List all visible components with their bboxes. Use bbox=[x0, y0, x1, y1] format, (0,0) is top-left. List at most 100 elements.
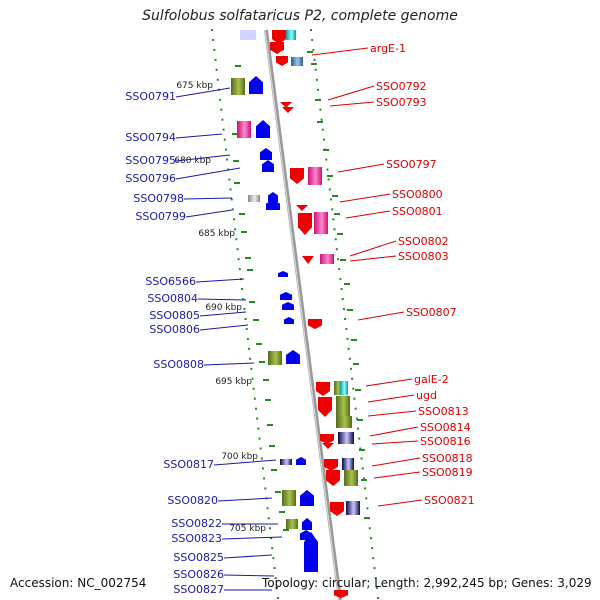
gene-label-sso0819: SSO0819 bbox=[422, 466, 473, 479]
gene-label-sso0796: SSO0796 bbox=[125, 172, 176, 185]
gene-feature-sso0798 bbox=[268, 192, 278, 202]
strip-outline-left-dots bbox=[216, 78, 219, 81]
strip-outline-left-dots bbox=[212, 38, 215, 41]
label-leader-line bbox=[199, 324, 249, 331]
gene-feature-sso0792-box bbox=[291, 57, 303, 66]
gene-label-sso0799: SSO0799 bbox=[135, 210, 186, 223]
strip-outline-right-dots bbox=[348, 357, 351, 360]
strip-outline-left-dots bbox=[252, 387, 255, 390]
strip-outline-left-dots bbox=[259, 447, 262, 450]
label-leader-line bbox=[197, 298, 247, 301]
gene-feature-sso0825 bbox=[304, 532, 318, 572]
strip-outline-right-dots bbox=[335, 248, 338, 251]
strip-outline-left-dots bbox=[231, 208, 234, 211]
strip-outline-left-dots bbox=[261, 467, 264, 470]
strip-outline-right-dots bbox=[331, 208, 334, 211]
strip-outline-left-dots bbox=[215, 68, 218, 71]
gene-label-sso0816: SSO0816 bbox=[420, 435, 471, 448]
strip-outline-left-dots bbox=[267, 517, 270, 520]
label-leader-line bbox=[327, 85, 375, 101]
gene-feature-ugd bbox=[318, 397, 332, 417]
gene-feature-sso0817 bbox=[296, 457, 306, 465]
gene-feature-sso0816 bbox=[320, 434, 334, 444]
gene-feature-sso0796 bbox=[262, 160, 274, 172]
label-leader-line bbox=[371, 440, 419, 445]
strip-outline-right-dots bbox=[339, 278, 342, 281]
gene-feature-sso0791 bbox=[249, 76, 263, 94]
strip-outline-right-dots bbox=[333, 228, 336, 231]
gene-label-sso0827: SSO0827 bbox=[173, 583, 224, 596]
topology-text: Topology: circular; Length: 2,992,245 bp… bbox=[262, 576, 592, 590]
strip-outline-left-dots bbox=[275, 587, 278, 590]
gene-label-sso0813: SSO0813 bbox=[418, 405, 469, 418]
strip-outline-left-dots bbox=[251, 377, 254, 380]
gene-label-sso0798: SSO0798 bbox=[133, 192, 184, 205]
gene-label-sso0806: SSO0806 bbox=[149, 323, 200, 336]
gene-feature-sso0794-box bbox=[237, 121, 251, 138]
gene-label-sso0802: SSO0802 bbox=[398, 235, 449, 248]
label-leader-line bbox=[337, 163, 385, 173]
strip-outline-left-dots bbox=[237, 258, 240, 261]
gene-feature-sso0819 bbox=[326, 470, 340, 486]
strip-outline-right-dots bbox=[357, 427, 360, 430]
strip-outline-left-dots bbox=[273, 567, 276, 570]
gene-label-sso0820: SSO0820 bbox=[167, 494, 218, 507]
strip-outline-right-dots bbox=[312, 48, 315, 51]
strip-outline-left-dots bbox=[271, 547, 274, 550]
label-leader-line bbox=[175, 133, 223, 139]
gene-label-sso0814: SSO0814 bbox=[420, 421, 471, 434]
gene-feature-sso0819-box bbox=[344, 470, 358, 486]
gene-label-sso0808: SSO0808 bbox=[153, 358, 204, 371]
label-leader-line bbox=[195, 278, 245, 283]
label-leader-line bbox=[213, 459, 277, 466]
gene-feature-sso0816b bbox=[322, 443, 334, 449]
strip-outline-right-dots bbox=[366, 507, 369, 510]
gene-feature-sso0826 bbox=[304, 560, 318, 572]
strip-outline-right-dots bbox=[325, 158, 328, 161]
gene-feature-sso0818 bbox=[324, 459, 338, 471]
strip-outline-left-dots bbox=[227, 168, 230, 171]
gene-label-sso0826: SSO0826 bbox=[173, 568, 224, 581]
gene-feature-sso0792 bbox=[276, 56, 288, 66]
strip-outline-left-dots bbox=[266, 507, 269, 510]
genome-title: Sulfolobus solfataricus P2, complete gen… bbox=[142, 8, 458, 24]
strip-outline-right-dots bbox=[359, 447, 362, 450]
strip-outline-right-dots bbox=[368, 527, 371, 530]
strip-outline-left-dots bbox=[219, 98, 222, 101]
label-leader-line bbox=[367, 394, 415, 403]
strip-outline-right-dots bbox=[365, 497, 368, 500]
gene-label-gale-2: galE-2 bbox=[414, 373, 449, 386]
scale-label: 705 kbp bbox=[229, 524, 266, 534]
strip-outline-right-dots bbox=[371, 547, 374, 550]
label-leader-line bbox=[329, 101, 375, 107]
strip-outline-left-dots bbox=[235, 238, 238, 241]
gene-label-sso0821: SSO0821 bbox=[424, 494, 475, 507]
strip-outline-right-dots bbox=[319, 108, 322, 111]
strip-outline-left-dots bbox=[264, 487, 267, 490]
gene-label-sso0804: SSO0804 bbox=[147, 292, 198, 305]
gene-feature-ugd-box bbox=[336, 396, 350, 416]
gene-label-sso0825: SSO0825 bbox=[173, 551, 224, 564]
strip-outline-left-dots bbox=[234, 228, 237, 231]
strip-outline-left-dots bbox=[228, 178, 231, 181]
gene-feature-sso0813-box bbox=[336, 416, 352, 428]
strip-outline-right-dots bbox=[373, 567, 376, 570]
genome-backbone bbox=[264, 29, 342, 600]
strip-outline-right-dots bbox=[353, 397, 356, 400]
label-leader-line bbox=[199, 311, 247, 317]
gene-label-sso0792: SSO0792 bbox=[376, 80, 427, 93]
gene-label-sso0793: SSO0793 bbox=[376, 96, 427, 109]
strip-outline-left-dots bbox=[223, 138, 226, 141]
strip-outline-right-dots bbox=[328, 188, 331, 191]
gene-label-ugd: ugd bbox=[416, 389, 437, 402]
gene-feature-sso0797-box bbox=[308, 167, 322, 185]
label-leader-line bbox=[223, 574, 275, 577]
strip-outline-left-dots bbox=[236, 248, 239, 251]
gene-label-sso0795: SSO0795 bbox=[125, 154, 176, 167]
strip-outline-right-dots bbox=[358, 437, 361, 440]
strip-outline-right-dots bbox=[327, 178, 330, 181]
strip-outline-left-dots bbox=[246, 337, 249, 340]
strip-outline-right-dots bbox=[374, 577, 377, 580]
gene-label-sso0807: SSO0807 bbox=[406, 306, 457, 319]
